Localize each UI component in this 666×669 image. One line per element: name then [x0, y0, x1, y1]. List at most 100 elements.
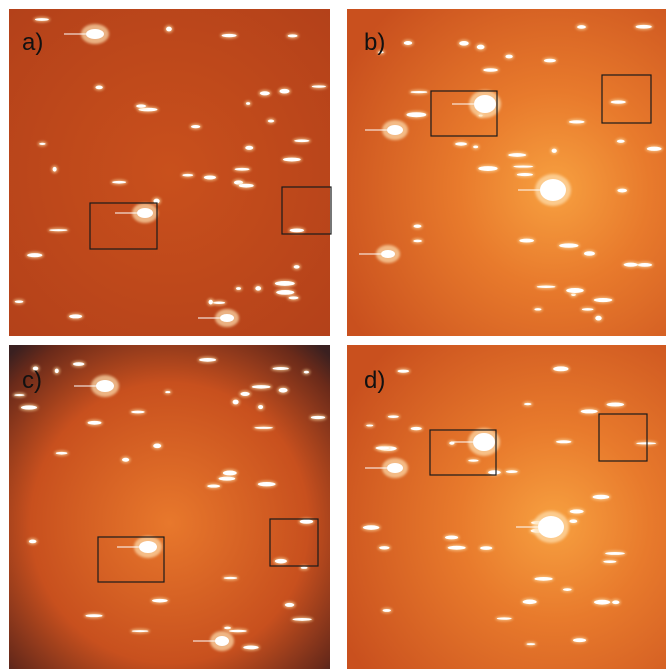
spot	[55, 369, 59, 374]
spot	[497, 617, 512, 619]
spot	[224, 577, 238, 579]
spot	[526, 643, 535, 645]
spot	[152, 599, 168, 603]
spot	[204, 175, 216, 179]
spot	[603, 560, 616, 563]
spot	[137, 208, 153, 218]
spot	[222, 34, 237, 37]
spot	[483, 68, 498, 72]
spot	[506, 470, 518, 473]
spot	[594, 298, 613, 302]
spot	[636, 25, 652, 29]
spot	[414, 225, 422, 228]
spot	[283, 158, 301, 162]
spot	[611, 100, 626, 103]
spot	[407, 112, 427, 117]
spot	[73, 362, 85, 366]
spot	[312, 85, 326, 87]
spot	[132, 630, 149, 632]
panel-label: d)	[364, 367, 385, 394]
spot	[39, 143, 45, 145]
spot	[523, 600, 537, 605]
spot	[605, 552, 625, 555]
spot	[219, 477, 236, 481]
spot	[540, 179, 566, 201]
spot	[448, 546, 466, 550]
spot	[607, 403, 625, 407]
spot	[363, 525, 379, 530]
spot	[69, 314, 82, 318]
spot	[254, 427, 272, 429]
spot	[473, 433, 495, 451]
spot	[29, 540, 37, 544]
spot	[404, 41, 412, 45]
spot	[223, 471, 237, 476]
spot	[311, 416, 325, 419]
spot	[468, 459, 478, 461]
spot	[233, 400, 239, 405]
spot	[213, 302, 225, 304]
spot	[411, 91, 428, 93]
spot	[612, 600, 619, 604]
spot	[252, 385, 271, 389]
spot	[294, 265, 300, 269]
spot	[301, 567, 308, 569]
spot	[474, 95, 496, 113]
spot	[624, 263, 638, 267]
spot	[566, 288, 584, 293]
spot	[480, 546, 492, 550]
spot	[165, 391, 170, 393]
spot	[21, 405, 37, 409]
spot	[153, 444, 161, 449]
spot	[246, 102, 250, 105]
spot	[182, 174, 193, 177]
spot	[524, 403, 531, 405]
spot	[594, 600, 610, 605]
spot	[366, 424, 373, 426]
spot	[122, 458, 129, 462]
spot	[235, 168, 250, 171]
spot	[593, 495, 610, 499]
spot	[569, 120, 585, 123]
spot	[473, 146, 478, 149]
spot	[538, 516, 564, 538]
spot	[209, 300, 213, 305]
spot	[15, 300, 24, 303]
spot	[519, 239, 534, 243]
spot	[290, 229, 304, 233]
spot	[445, 536, 458, 540]
spot	[397, 370, 409, 373]
spot	[617, 189, 627, 193]
spot	[245, 146, 253, 150]
spot	[636, 442, 656, 444]
spot	[139, 541, 157, 553]
spot	[552, 149, 557, 153]
spot	[289, 296, 299, 299]
spot	[273, 367, 289, 370]
panel-label: b)	[364, 29, 385, 56]
spot	[112, 181, 126, 184]
spot	[136, 104, 146, 107]
spot	[534, 308, 541, 310]
spot	[300, 519, 313, 523]
spot	[478, 166, 497, 171]
spot	[388, 415, 399, 418]
spot	[95, 86, 102, 90]
spot	[387, 125, 403, 135]
spot	[255, 286, 261, 290]
spot	[236, 287, 241, 290]
spot	[563, 588, 572, 591]
spot	[279, 388, 288, 393]
spot	[513, 165, 533, 167]
panel-label: c)	[22, 367, 42, 394]
spot	[239, 184, 254, 188]
spot	[304, 371, 309, 374]
spot	[49, 229, 67, 231]
spot	[268, 120, 274, 123]
spot	[553, 366, 568, 371]
spot	[166, 27, 172, 32]
spot	[556, 440, 571, 443]
panel-label: a)	[22, 29, 43, 56]
spot	[215, 636, 229, 646]
spot	[35, 18, 49, 21]
